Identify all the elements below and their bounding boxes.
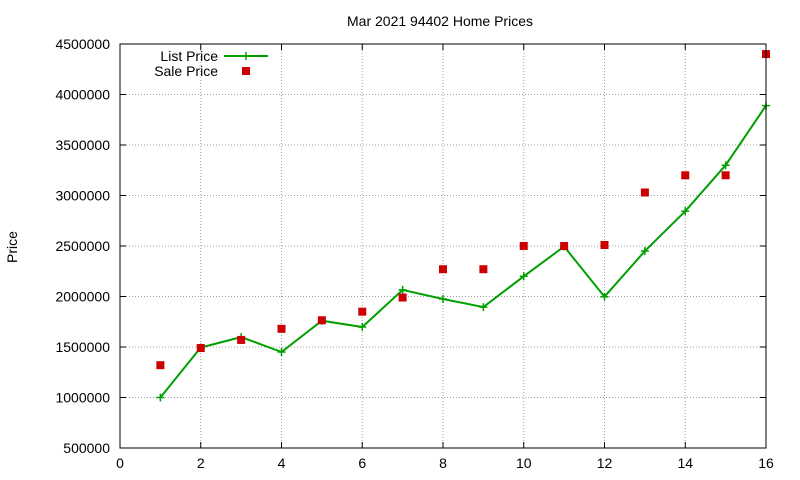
legend-marker-sale-price [242, 67, 250, 75]
sale-price-point [721, 171, 730, 180]
sale-price-point [317, 316, 326, 325]
list-price-point [721, 161, 730, 170]
y-tick-label: 4500000 [55, 36, 110, 52]
x-tick-label: 8 [439, 455, 447, 471]
y-tick-label: 500000 [63, 440, 110, 456]
legend-label: Sale Price [154, 63, 218, 79]
series-list-price [156, 101, 770, 402]
sale-price-point [277, 324, 286, 333]
x-axis-tick-labels: 0 2 4 6 8 10 12 14 16 [116, 455, 774, 471]
y-tick-label: 1500000 [55, 339, 110, 355]
x-tick-label: 0 [116, 455, 124, 471]
x-tick-label: 6 [358, 455, 366, 471]
sale-price-point [439, 265, 447, 274]
list-price-point [681, 207, 690, 216]
y-tick-label: 3000000 [55, 188, 110, 204]
y-tick-label: 4000000 [55, 87, 110, 103]
list-price-point [398, 285, 407, 294]
sale-price-point [358, 307, 367, 316]
list-price-point [277, 348, 286, 357]
sale-price-point [560, 242, 569, 250]
sale-price-point [156, 361, 165, 370]
x-tick-label: 10 [516, 455, 532, 471]
x-tick-label: 16 [758, 455, 774, 471]
plot-frame [119, 43, 767, 449]
y-tick-label: 2500000 [55, 238, 110, 254]
y-axis-tick-labels: 500000 1000000 1500000 2000000 2500000 300000… [55, 36, 110, 456]
list-price-point [358, 323, 367, 332]
sale-price-point [600, 240, 609, 249]
list-price-point [479, 303, 488, 312]
list-price-point [439, 295, 447, 304]
sale-price-point [398, 293, 407, 302]
legend-marker-list-price [242, 52, 250, 60]
list-price-point [600, 292, 609, 301]
sale-price-point [519, 242, 528, 250]
series-sale-price [156, 50, 770, 370]
sale-price-point [640, 188, 649, 197]
grid-lines [120, 44, 766, 448]
y-tick-label: 1000000 [55, 390, 110, 406]
x-tick-label: 4 [278, 455, 286, 471]
list-price-point [519, 272, 528, 281]
legend-label: List Price [160, 48, 218, 64]
sale-price-point [196, 344, 205, 353]
sale-price-point [479, 265, 488, 274]
y-axis-label: Price [4, 231, 20, 263]
list-price-line [159, 105, 767, 399]
sale-price-point [237, 335, 246, 344]
list-price-point [640, 247, 649, 256]
series-layer [156, 50, 770, 402]
list-price-point [156, 393, 165, 402]
chart-title: Mar 2021 94402 Home Prices [347, 13, 533, 29]
x-tick-label: 14 [677, 455, 693, 471]
x-tick-label: 2 [197, 455, 205, 471]
y-tick-label: 2000000 [55, 289, 110, 305]
sale-price-point [681, 171, 690, 180]
y-tick-label: 3500000 [55, 137, 110, 153]
x-tick-label: 12 [597, 455, 613, 471]
